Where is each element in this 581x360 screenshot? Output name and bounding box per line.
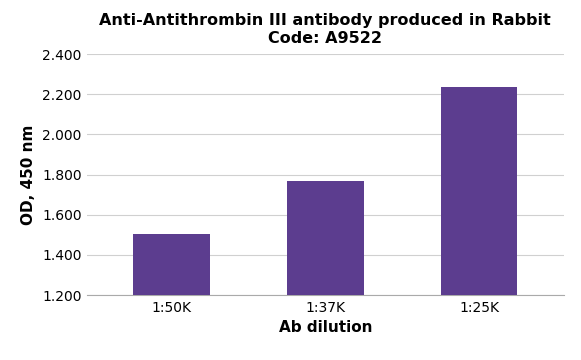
Bar bbox=[440, 87, 518, 295]
Bar bbox=[133, 234, 210, 295]
X-axis label: Ab dilution: Ab dilution bbox=[279, 320, 372, 335]
Title: Anti-Antithrombin III antibody produced in Rabbit
Code: A9522: Anti-Antithrombin III antibody produced … bbox=[99, 13, 551, 46]
Bar bbox=[287, 181, 364, 295]
Y-axis label: OD, 450 nm: OD, 450 nm bbox=[21, 125, 37, 225]
